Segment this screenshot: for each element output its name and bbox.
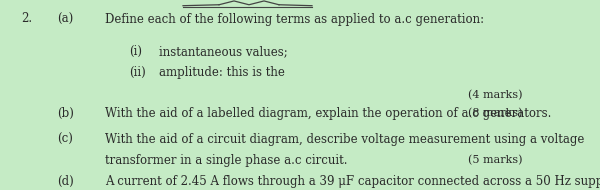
Text: (b): (b) [57, 107, 74, 120]
Text: amplitude: this is the: amplitude: this is the [159, 66, 285, 79]
Text: (c): (c) [57, 133, 73, 146]
Text: (d): (d) [57, 175, 74, 188]
Text: 2.: 2. [21, 13, 32, 25]
Text: With the aid of a labelled diagram, explain the operation of a.c generators.: With the aid of a labelled diagram, expl… [105, 107, 551, 120]
Text: (i): (i) [129, 45, 142, 58]
Text: (a): (a) [57, 13, 73, 25]
Text: With the aid of a circuit diagram, describe voltage measurement using a voltage: With the aid of a circuit diagram, descr… [105, 133, 584, 146]
Text: (4 marks): (4 marks) [468, 90, 523, 100]
Text: (5 marks): (5 marks) [468, 155, 523, 166]
Text: (8 marks): (8 marks) [468, 108, 523, 118]
Text: instantaneous values;: instantaneous values; [159, 45, 288, 58]
Text: transformer in a single phase a.c circuit.: transformer in a single phase a.c circui… [105, 154, 347, 167]
Text: Define each of the following terms as applied to a.c generation:: Define each of the following terms as ap… [105, 13, 484, 25]
Text: (ii): (ii) [129, 66, 146, 79]
Text: A current of 2.45 A flows through a 39 μF capacitor connected across a 50 Hz sup: A current of 2.45 A flows through a 39 μ… [105, 175, 600, 188]
